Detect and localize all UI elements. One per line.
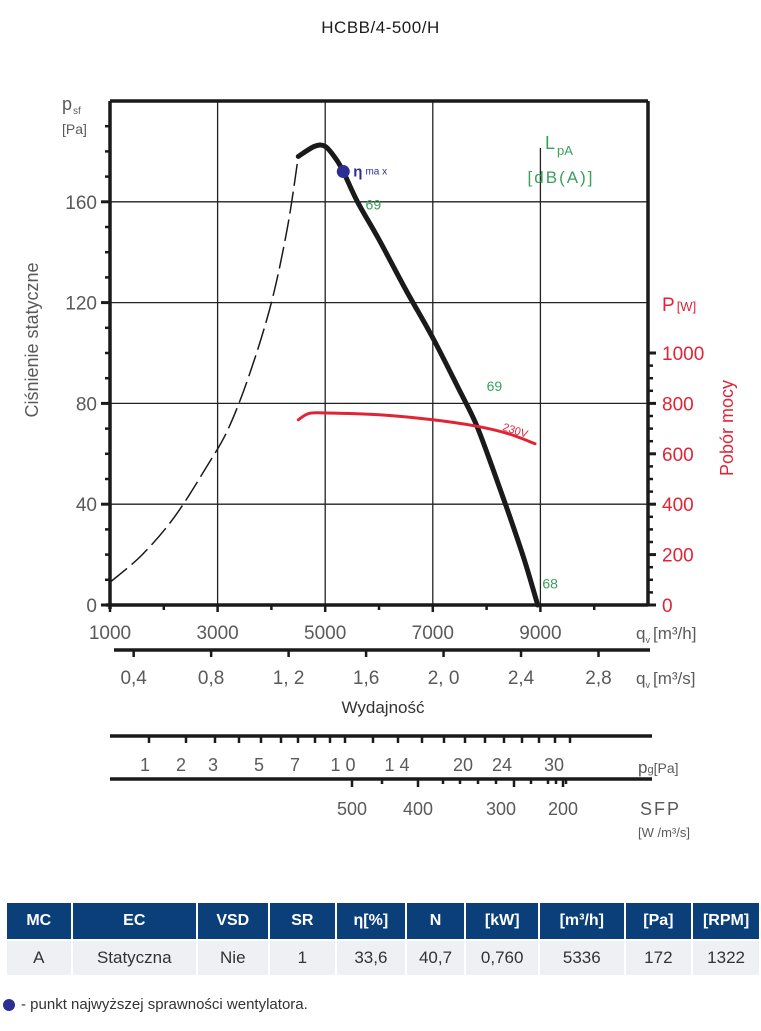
table-header-cell: EC bbox=[72, 903, 196, 941]
table-cell: 5336 bbox=[540, 941, 624, 975]
table-cell: 1322 bbox=[693, 941, 759, 975]
pg-tick-label: 7 bbox=[290, 755, 300, 775]
y-right-tick-label: 600 bbox=[662, 445, 694, 466]
pg-tick-label: 3 bbox=[208, 755, 218, 775]
pg-scale-unit: pg[Pa] bbox=[638, 758, 679, 777]
table-header-cell: N bbox=[406, 903, 465, 941]
table-header-cell: [Pa] bbox=[625, 903, 692, 941]
table-cell: 40,7 bbox=[406, 941, 465, 975]
x-tick-label: 5000 bbox=[304, 623, 346, 644]
x-tick-label: 3000 bbox=[196, 623, 238, 644]
table-header-cell: VSD bbox=[197, 903, 268, 941]
pg-tick-label: 5 bbox=[254, 755, 264, 775]
table-header-cell: MC bbox=[7, 903, 71, 941]
table-cell: Statyczna bbox=[72, 941, 196, 975]
x-secondary-tick-label: 1,6 bbox=[353, 668, 379, 689]
legend-note-text: - punkt najwyższej sprawności wentylator… bbox=[21, 996, 308, 1013]
y-tick-label: 0 bbox=[86, 596, 97, 617]
x-secondary-tick-label: 2,8 bbox=[585, 668, 611, 689]
y-axis-symbol: psf bbox=[62, 94, 81, 117]
pg-tick-label: 1 bbox=[140, 755, 150, 775]
table-header-cell: [RPM] bbox=[693, 903, 759, 941]
power-curve-230v bbox=[296, 411, 537, 446]
y-tick-label: 160 bbox=[65, 193, 97, 214]
noise-label: 68 bbox=[542, 575, 558, 591]
table-row: A Statyczna Nie 1 33,6 40,7 0,760 5336 172 1322 bbox=[7, 941, 759, 975]
eta-max-point bbox=[336, 165, 350, 179]
series-layer bbox=[109, 142, 541, 608]
y-right-tick-label: 800 bbox=[662, 394, 694, 415]
y-tick-label: 80 bbox=[76, 394, 97, 415]
table-header-cell: [m³/h] bbox=[540, 903, 624, 941]
chart-title: HCBB/4-500/H bbox=[321, 18, 440, 37]
table-cell: 33,6 bbox=[337, 941, 405, 975]
pg-tick-label: 1 4 bbox=[384, 755, 409, 775]
noise-label: 69 bbox=[366, 196, 382, 212]
table-cell: 1 bbox=[269, 941, 336, 975]
y-right-tick-label: 400 bbox=[662, 495, 694, 516]
table-cell: Nie bbox=[197, 941, 268, 975]
pg-tick-label: 20 bbox=[453, 755, 473, 775]
table-cell: 0,760 bbox=[466, 941, 539, 975]
sfp-tick-label: 200 bbox=[548, 799, 578, 819]
table-cell: 172 bbox=[625, 941, 692, 975]
power-curve-label: 230V bbox=[501, 421, 530, 441]
noise-unit: [dB(A)] bbox=[528, 168, 595, 187]
pg-tick-label: 2 bbox=[176, 755, 186, 775]
y-axis-label: Ciśnienie statyczne bbox=[22, 262, 42, 417]
y-right-axis-symbol: P [W] bbox=[662, 295, 696, 316]
noise-label: 69 bbox=[487, 378, 503, 394]
sfp-tick-label: 500 bbox=[337, 799, 367, 819]
eta-max-label: η ma x bbox=[353, 164, 387, 181]
x-secondary-tick-label: 0,8 bbox=[198, 668, 224, 689]
y-tick-label: 120 bbox=[65, 294, 97, 315]
x-secondary-axis-unit: qv [m³/s] bbox=[636, 669, 695, 690]
y-right-tick-label: 0 bbox=[662, 596, 673, 617]
sfp-tick-label: 300 bbox=[486, 799, 516, 819]
pg-tick-label: 30 bbox=[544, 755, 564, 775]
axes-layer bbox=[101, 99, 656, 787]
pg-tick-label: 24 bbox=[492, 755, 512, 775]
x-axis-unit: qv [m³/h] bbox=[636, 624, 696, 645]
x-tick-label: 1000 bbox=[89, 623, 131, 644]
table-header-cell: SR bbox=[269, 903, 336, 941]
spec-table: MC EC VSD SR η[%] N [kW] [m³/h] [Pa] [RPM] A Staty… bbox=[5, 903, 761, 975]
y-tick-label: 40 bbox=[76, 495, 97, 516]
y-right-tick-label: 1000 bbox=[662, 344, 704, 365]
x-tick-label: 9000 bbox=[519, 623, 561, 644]
table-header-cell: [kW] bbox=[466, 903, 539, 941]
eta-max-dot-icon bbox=[3, 998, 15, 1011]
table-header-row: MC EC VSD SR η[%] N [kW] [m³/h] [Pa] [RPM] bbox=[7, 903, 759, 941]
pressure-curve-unstable bbox=[109, 156, 300, 583]
x-secondary-tick-label: 2, 0 bbox=[428, 668, 460, 689]
sfp-scale-unit-sub: [W /m³/s] bbox=[638, 825, 690, 840]
x-secondary-tick-label: 1, 2 bbox=[273, 668, 305, 689]
table-header-cell: η[%] bbox=[337, 903, 405, 941]
grid bbox=[110, 101, 648, 605]
y-right-axis-label: Pobór mocy bbox=[717, 380, 737, 476]
sfp-scale-unit: SFP bbox=[640, 799, 681, 819]
x-secondary-tick-label: 0,4 bbox=[120, 668, 147, 689]
y-axis-unit: [Pa] bbox=[62, 121, 87, 137]
pressure-curve bbox=[295, 142, 541, 608]
x-tick-label: 7000 bbox=[412, 623, 454, 644]
x-secondary-tick-label: 2,4 bbox=[508, 668, 535, 689]
x-axis-label: Wydajność bbox=[342, 698, 425, 717]
legend-note: - punkt najwyższej sprawności wentylator… bbox=[3, 996, 308, 1013]
y-right-tick-label: 200 bbox=[662, 546, 694, 567]
pg-tick-label: 1 0 bbox=[330, 755, 355, 775]
table-cell: A bbox=[7, 941, 71, 975]
sfp-tick-label: 400 bbox=[403, 799, 433, 819]
